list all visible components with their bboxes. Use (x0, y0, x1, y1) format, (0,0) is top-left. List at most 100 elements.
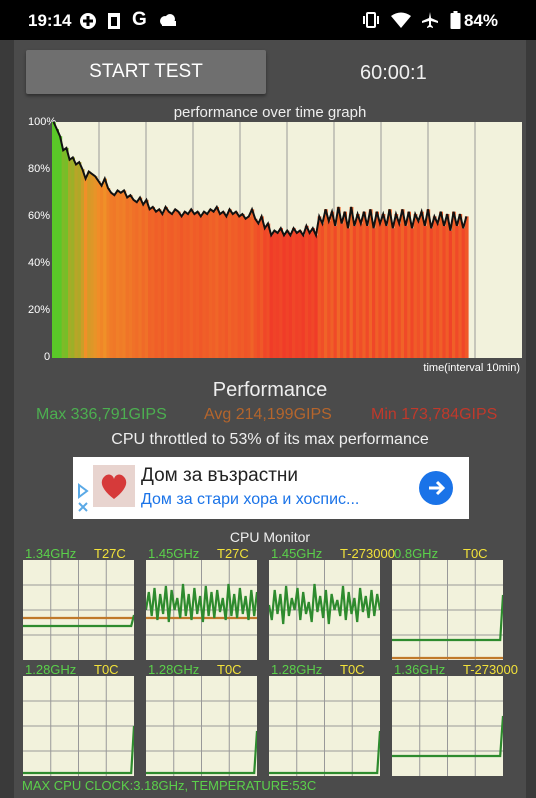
cpu-core-chart (146, 560, 257, 660)
perf-bar (64, 147, 69, 358)
perf-bar (282, 235, 287, 358)
perf-bar (256, 223, 261, 358)
core-temperature: T0C (94, 662, 119, 677)
perf-bar (112, 195, 117, 358)
perf-bar (279, 228, 283, 358)
ad-choices-icon[interactable] (76, 483, 90, 515)
perf-bar (458, 214, 463, 358)
cpu-core-plot (269, 676, 380, 776)
x-axis-label: time(interval 10min) (423, 362, 520, 374)
throttle-summary: CPU throttled to 53% of its max performa… (111, 431, 429, 448)
core-frequency: 1.36GHz (394, 662, 446, 677)
perf-bar (397, 223, 402, 358)
perf-bar (80, 169, 85, 358)
cpu-core-4: 1.28GHz T0C (20, 662, 136, 778)
perf-bar (93, 176, 98, 358)
perf-bar (228, 209, 232, 358)
frequency-trace (392, 594, 503, 642)
cpu-core-plot (146, 560, 257, 660)
cpu-core-3: 0.8GHz T0C (389, 546, 505, 662)
perf-bar (394, 214, 399, 358)
perf-bar (308, 232, 312, 358)
perf-bar (106, 188, 111, 358)
perf-bar (186, 214, 191, 358)
core-temperature: T27C (94, 546, 126, 561)
perf-bar (231, 214, 235, 358)
perf-bar (77, 162, 82, 358)
perf-bar (410, 228, 415, 358)
cpu-monitor-grid: 1.34GHz T27C 1.45GHz T27C 1.45GHz T-273000 0.8… (20, 546, 520, 784)
frequency-trace (23, 725, 134, 775)
perf-bar (144, 199, 149, 358)
perf-bar (375, 211, 379, 358)
perf-bar (464, 216, 469, 358)
perf-bar (176, 211, 181, 358)
perf-bar (378, 223, 383, 358)
perf-bar (362, 211, 367, 358)
perf-bar (199, 216, 203, 358)
perf-bar (340, 223, 344, 358)
perf-bar (240, 214, 245, 358)
perf-bar (452, 211, 456, 358)
status-bar: 19:14 G 84% (0, 0, 536, 40)
cpu-core-chart (392, 676, 503, 776)
perf-bar (311, 228, 315, 358)
core-frequency: 1.28GHz (271, 662, 323, 677)
ad-open-button[interactable] (419, 471, 453, 505)
perf-bar (455, 225, 459, 358)
y-tick-40: 40% (28, 257, 51, 269)
cpu-core-1: 1.45GHz T27C (143, 546, 259, 662)
perf-bar (445, 214, 450, 358)
perf-bar (429, 228, 434, 358)
perf-bar (381, 214, 386, 358)
cpu-core-plot (23, 676, 134, 776)
perf-bar (157, 209, 162, 358)
frequency-trace (146, 583, 257, 623)
perf-bar (304, 225, 309, 358)
perf-bar (250, 209, 255, 358)
cpu-core-chart (269, 676, 380, 776)
ad-image[interactable] (93, 465, 135, 507)
perf-bar (96, 181, 101, 358)
perf-bar (263, 228, 267, 358)
perf-bar (285, 230, 290, 358)
cpu-core-plot (392, 560, 503, 660)
perf-bar (212, 211, 216, 358)
perf-bar (349, 206, 354, 358)
cpu-core-plot (23, 560, 134, 660)
perf-bar (288, 235, 293, 358)
arrow-right-icon (429, 480, 446, 496)
ad-subtitle[interactable]: Дом за стари хора и хоспис... (141, 491, 360, 508)
perf-bar (276, 232, 280, 358)
perf-bar (388, 209, 392, 358)
core-temperature: T0C (340, 662, 365, 677)
cpu-core-chart (146, 676, 257, 776)
core-temperature: T0C (217, 662, 242, 677)
perf-bar (202, 211, 207, 358)
perf-bar (132, 199, 136, 358)
perf-bar (116, 190, 120, 358)
perf-line (52, 122, 468, 239)
airplane-icon (422, 12, 438, 28)
perf-bar (298, 230, 303, 358)
start-test-button[interactable]: START TEST (26, 50, 266, 94)
perf-bar (368, 209, 373, 358)
y-tick-80: 80% (28, 163, 51, 175)
cloud-icon (160, 14, 176, 26)
wifi-icon (391, 12, 411, 28)
y-tick-0: 0 (44, 351, 51, 363)
perf-bar (346, 228, 351, 358)
perf-bar (407, 211, 411, 358)
cpu-core-chart (23, 676, 134, 776)
perf-bar (68, 159, 72, 358)
perf-bar (103, 178, 107, 358)
frequency-trace (269, 730, 380, 775)
perf-bar (109, 192, 114, 358)
ad-title[interactable]: Дом за възрастни (141, 465, 299, 486)
perf-bar (192, 214, 197, 358)
core-frequency: 1.45GHz (271, 546, 323, 561)
ad-banner[interactable]: Дом за възрастни Дом за стари хора и хос… (73, 457, 469, 519)
perf-bar (247, 216, 251, 358)
perf-bar (327, 221, 331, 358)
game-controller-icon (80, 13, 96, 29)
